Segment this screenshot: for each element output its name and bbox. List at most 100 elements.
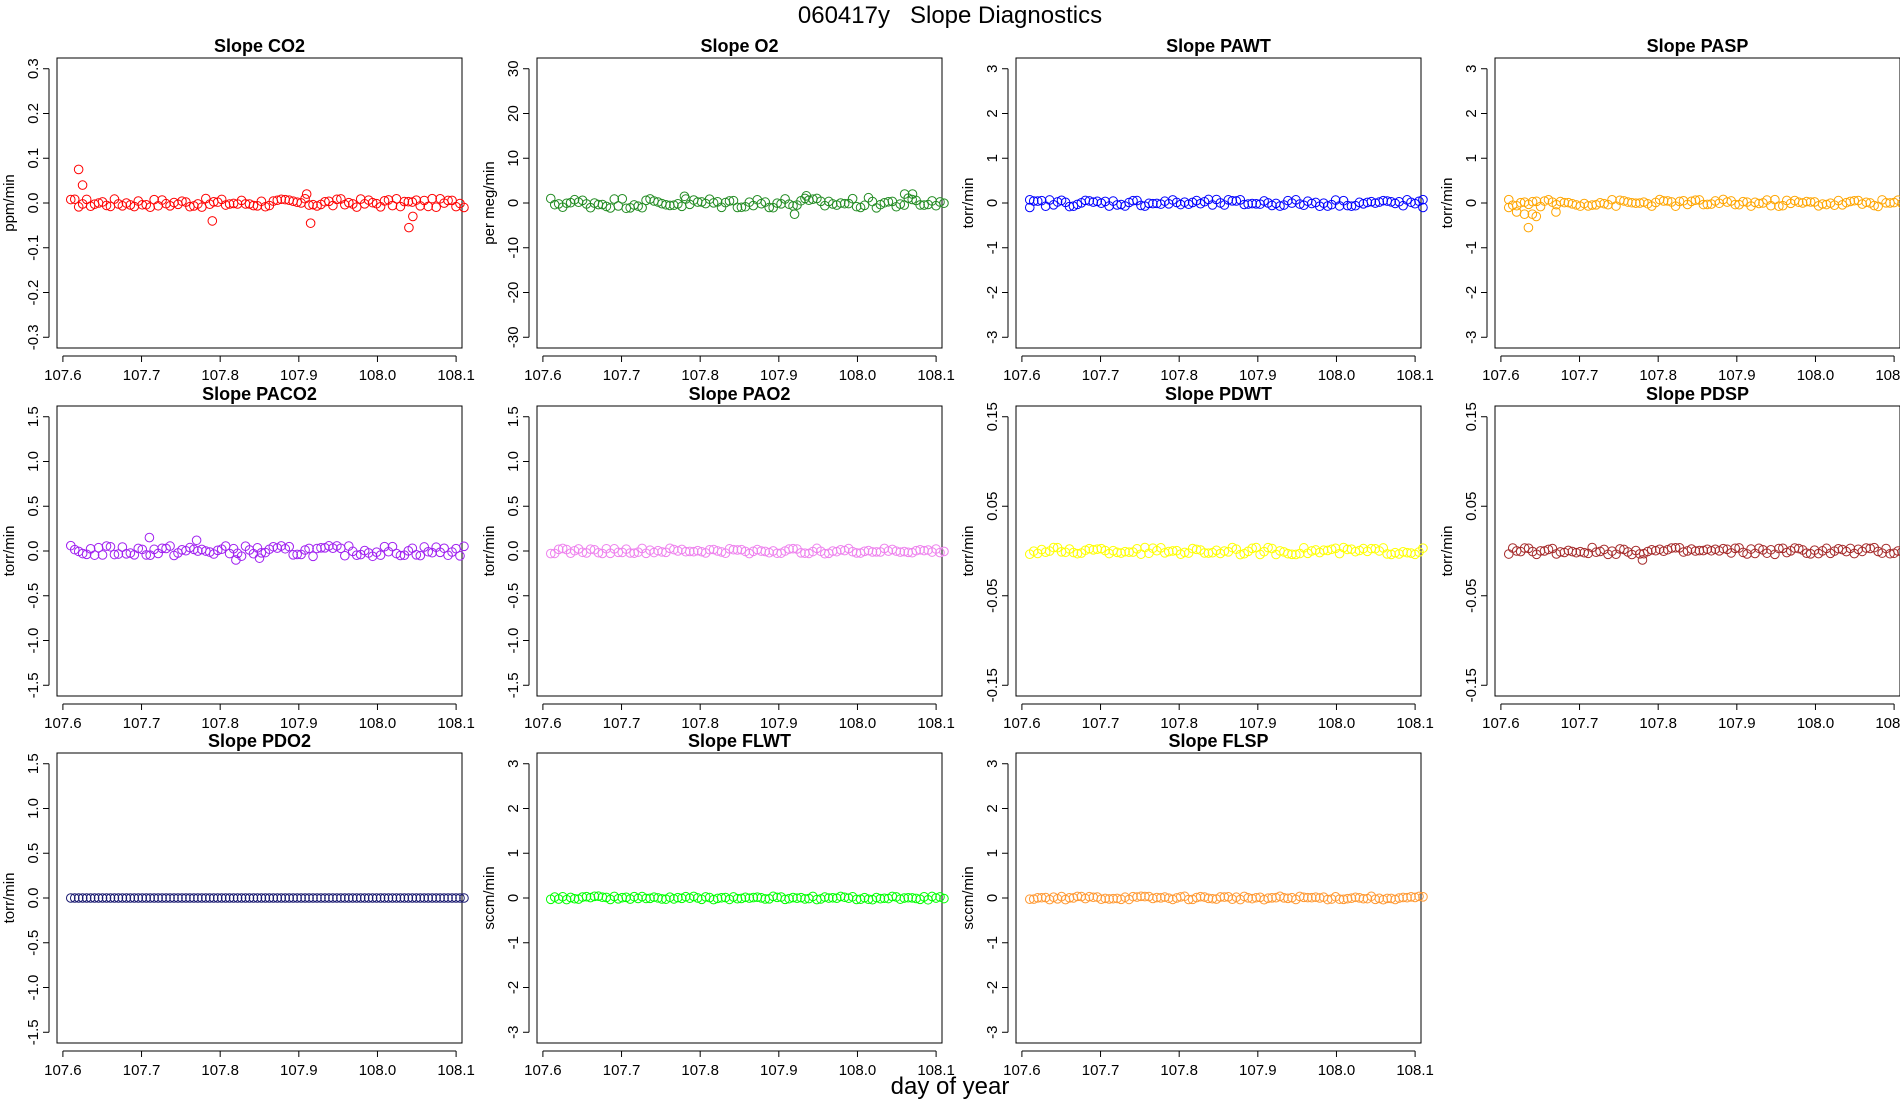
data-point bbox=[835, 545, 846, 555]
data-point bbox=[459, 541, 469, 552]
data-point bbox=[756, 893, 767, 903]
x-tick-label: 108.0 bbox=[1797, 367, 1835, 384]
data-point bbox=[367, 197, 378, 208]
data-point bbox=[145, 893, 155, 903]
x-tick-label: 107.8 bbox=[681, 367, 719, 384]
data-point bbox=[343, 893, 354, 903]
data-point bbox=[169, 893, 179, 903]
y-tick-label: 1 bbox=[984, 849, 1001, 857]
y-tick-label: 3 bbox=[984, 65, 1001, 73]
data-point bbox=[1539, 196, 1550, 206]
data-point bbox=[351, 893, 362, 903]
data-point bbox=[764, 202, 775, 213]
y-tick-label: -1.0 bbox=[25, 628, 42, 654]
x-tick-label: 108.1 bbox=[917, 1062, 955, 1079]
y-tick-label: -0.5 bbox=[25, 583, 42, 609]
data-point bbox=[379, 196, 390, 206]
data-point bbox=[1362, 197, 1373, 208]
data-point bbox=[1519, 543, 1530, 553]
data-point bbox=[760, 546, 771, 557]
data-point bbox=[935, 197, 945, 207]
data-point bbox=[431, 202, 441, 212]
x-tick-label: 108.0 bbox=[1318, 715, 1356, 732]
data-point bbox=[557, 543, 568, 554]
data-point bbox=[451, 893, 461, 903]
data-point bbox=[1706, 545, 1717, 556]
data-point-outlier bbox=[1418, 202, 1428, 213]
data-point bbox=[1032, 196, 1043, 206]
plot-frame bbox=[536, 57, 943, 349]
y-tick-label: 2 bbox=[984, 109, 1001, 117]
data-point bbox=[105, 893, 116, 903]
data-point bbox=[89, 550, 100, 560]
data-point bbox=[637, 202, 647, 213]
data-point bbox=[1167, 546, 1178, 556]
data-point bbox=[1100, 893, 1111, 904]
data-point bbox=[1120, 546, 1130, 557]
data-point bbox=[308, 893, 318, 903]
y-tick-label: -3 bbox=[1463, 331, 1480, 344]
data-point bbox=[1658, 196, 1669, 206]
x-tick-label: 107.6 bbox=[1003, 367, 1041, 384]
data-point bbox=[312, 201, 322, 211]
data-point bbox=[185, 893, 195, 903]
plot-frame bbox=[56, 752, 463, 1044]
x-tick-label: 107.6 bbox=[524, 715, 562, 732]
data-point bbox=[724, 196, 735, 206]
data-point bbox=[228, 893, 239, 903]
y-tick-label: 1 bbox=[1463, 154, 1480, 162]
data-point bbox=[1318, 545, 1329, 556]
data-point-outlier bbox=[899, 189, 910, 199]
data-point-outlier bbox=[1531, 211, 1542, 222]
data-point bbox=[117, 893, 128, 903]
data-point bbox=[681, 546, 691, 557]
y-tick-label: -0.05 bbox=[984, 579, 1001, 613]
data-point bbox=[379, 893, 390, 903]
data-point bbox=[423, 201, 434, 212]
data-point bbox=[1299, 892, 1309, 903]
y-tick-label: -2 bbox=[984, 286, 1001, 299]
data-point bbox=[589, 891, 600, 902]
data-point bbox=[197, 893, 207, 903]
data-point bbox=[1543, 544, 1554, 555]
x-tick-label: 108.1 bbox=[437, 367, 475, 384]
x-tick-label: 107.7 bbox=[603, 367, 641, 384]
x-tick-label: 108.1 bbox=[917, 715, 955, 732]
data-point bbox=[673, 892, 683, 903]
data-point bbox=[73, 893, 84, 903]
data-point bbox=[1163, 893, 1174, 903]
data-point bbox=[712, 893, 723, 904]
x-tick-label: 107.9 bbox=[1239, 1062, 1277, 1079]
x-tick-label: 107.6 bbox=[524, 1062, 562, 1079]
data-point bbox=[268, 893, 279, 903]
panel-slope-pdsp: Slope PDSP 107.6 107.7 107.8 107.9 108.0 108.1… bbox=[1439, 384, 1900, 732]
data-point bbox=[423, 893, 434, 903]
data-point bbox=[125, 200, 136, 210]
data-point bbox=[260, 201, 271, 212]
y-tick-label: -20 bbox=[505, 282, 522, 304]
data-point bbox=[133, 543, 144, 554]
data-point bbox=[899, 893, 910, 903]
data-point bbox=[1730, 543, 1740, 554]
data-point bbox=[1579, 547, 1590, 558]
y-tick-label: 0.15 bbox=[1463, 402, 1480, 431]
data-point bbox=[292, 549, 302, 560]
y-tick-label: 0.5 bbox=[25, 843, 42, 864]
x-tick-label: 107.8 bbox=[681, 1062, 719, 1079]
data-point bbox=[1243, 893, 1254, 903]
data-point bbox=[220, 893, 231, 903]
data-point bbox=[65, 194, 76, 205]
y-tick-label: 20 bbox=[505, 105, 522, 122]
y-tick-label: 30 bbox=[505, 60, 522, 77]
data-point bbox=[407, 893, 418, 903]
data-point bbox=[1398, 892, 1408, 903]
data-point-outlier bbox=[305, 218, 316, 228]
data-point bbox=[324, 893, 334, 903]
data-point bbox=[1793, 197, 1804, 208]
y-tick-label: 0 bbox=[505, 199, 522, 207]
data-point bbox=[1310, 892, 1321, 903]
data-point bbox=[173, 893, 183, 903]
data-point bbox=[1112, 547, 1122, 558]
data-point bbox=[1152, 892, 1162, 903]
y-tick-label: -0.3 bbox=[25, 324, 42, 350]
